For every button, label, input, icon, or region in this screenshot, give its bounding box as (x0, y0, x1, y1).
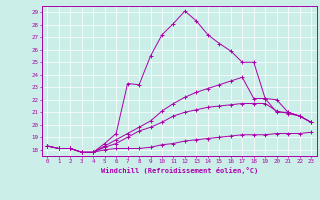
X-axis label: Windchill (Refroidissement éolien,°C): Windchill (Refroidissement éolien,°C) (100, 167, 258, 174)
